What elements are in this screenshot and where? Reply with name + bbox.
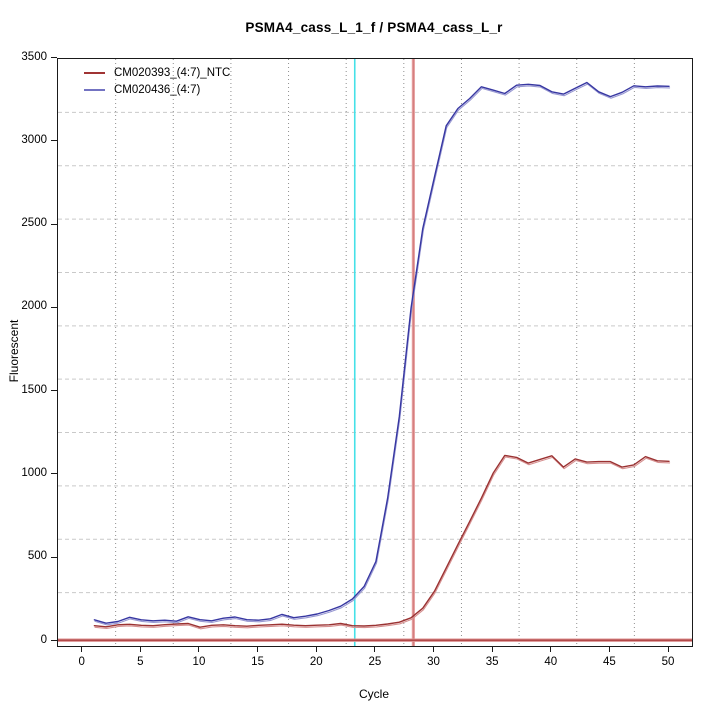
y-tick-label: 500: [27, 550, 47, 563]
series-raw-1: [94, 83, 671, 626]
legend-item-ntc: CM020393_(4:7)_NTC: [84, 64, 230, 81]
x-tick-mark: [198, 646, 200, 652]
x-tick-mark: [139, 646, 141, 652]
legend: CM020393_(4:7)_NTC CM020436_(4:7): [84, 64, 230, 98]
x-tick-mark: [432, 646, 434, 652]
chart-title: PSMA4_cass_L_1_f / PSMA4_cass_L_r: [245, 20, 503, 35]
x-tick-mark: [491, 646, 493, 652]
series-line-1: [93, 81, 670, 624]
y-tick-mark: [51, 223, 57, 225]
y-tick-label: 2500: [21, 217, 47, 230]
x-tick-mark: [374, 646, 376, 652]
x-tick-label: 35: [485, 656, 499, 668]
legend-line-sample-blue: [84, 88, 105, 91]
series-raw-0: [94, 456, 671, 630]
x-tick-label: 5: [137, 656, 144, 668]
y-tick-label: 3500: [21, 50, 47, 63]
x-tick-mark: [550, 646, 552, 652]
plot-canvas: [58, 59, 692, 646]
series-line-0: [93, 454, 670, 628]
legend-label-ntc: CM020393_(4:7)_NTC: [114, 66, 231, 79]
y-tick-mark: [51, 140, 57, 142]
y-tick-label: 1000: [21, 466, 47, 479]
x-tick-label: 30: [427, 656, 440, 668]
x-tick-mark: [257, 646, 259, 652]
y-tick-mark: [51, 640, 57, 641]
x-tick-label: 45: [602, 656, 616, 668]
y-tick-mark: [51, 390, 57, 392]
legend-label-sample: CM020436_(4:7): [114, 83, 201, 96]
legend-item-sample: CM020436_(4:7): [84, 81, 230, 98]
y-tick-label: 2000: [21, 300, 47, 313]
y-tick-mark: [51, 473, 57, 475]
x-tick-label: 25: [368, 656, 382, 668]
y-tick-mark: [51, 57, 57, 58]
y-tick-label: 3000: [21, 133, 47, 146]
plot-area: CM020393_(4:7)_NTC CM020436_(4:7): [57, 58, 693, 647]
x-axis-title: Cycle: [358, 687, 389, 701]
x-tick-mark: [315, 646, 317, 652]
x-tick-label: 20: [309, 656, 323, 668]
x-tick-label: 15: [251, 656, 264, 668]
y-tick-label: 1500: [21, 383, 47, 396]
x-tick-label: 40: [544, 656, 558, 668]
y-tick-mark: [51, 306, 57, 308]
y-axis-title: Fluorescent: [7, 319, 21, 383]
x-tick-label: 10: [192, 656, 206, 668]
x-tick-mark: [608, 646, 610, 652]
x-tick-label: 0: [78, 656, 85, 668]
x-tick-mark: [667, 646, 669, 652]
y-tick-label: 0: [40, 633, 47, 646]
y-tick-mark: [51, 556, 57, 558]
x-tick-mark: [81, 646, 83, 652]
legend-line-sample-red: [84, 71, 105, 74]
x-tick-label: 50: [661, 656, 675, 668]
